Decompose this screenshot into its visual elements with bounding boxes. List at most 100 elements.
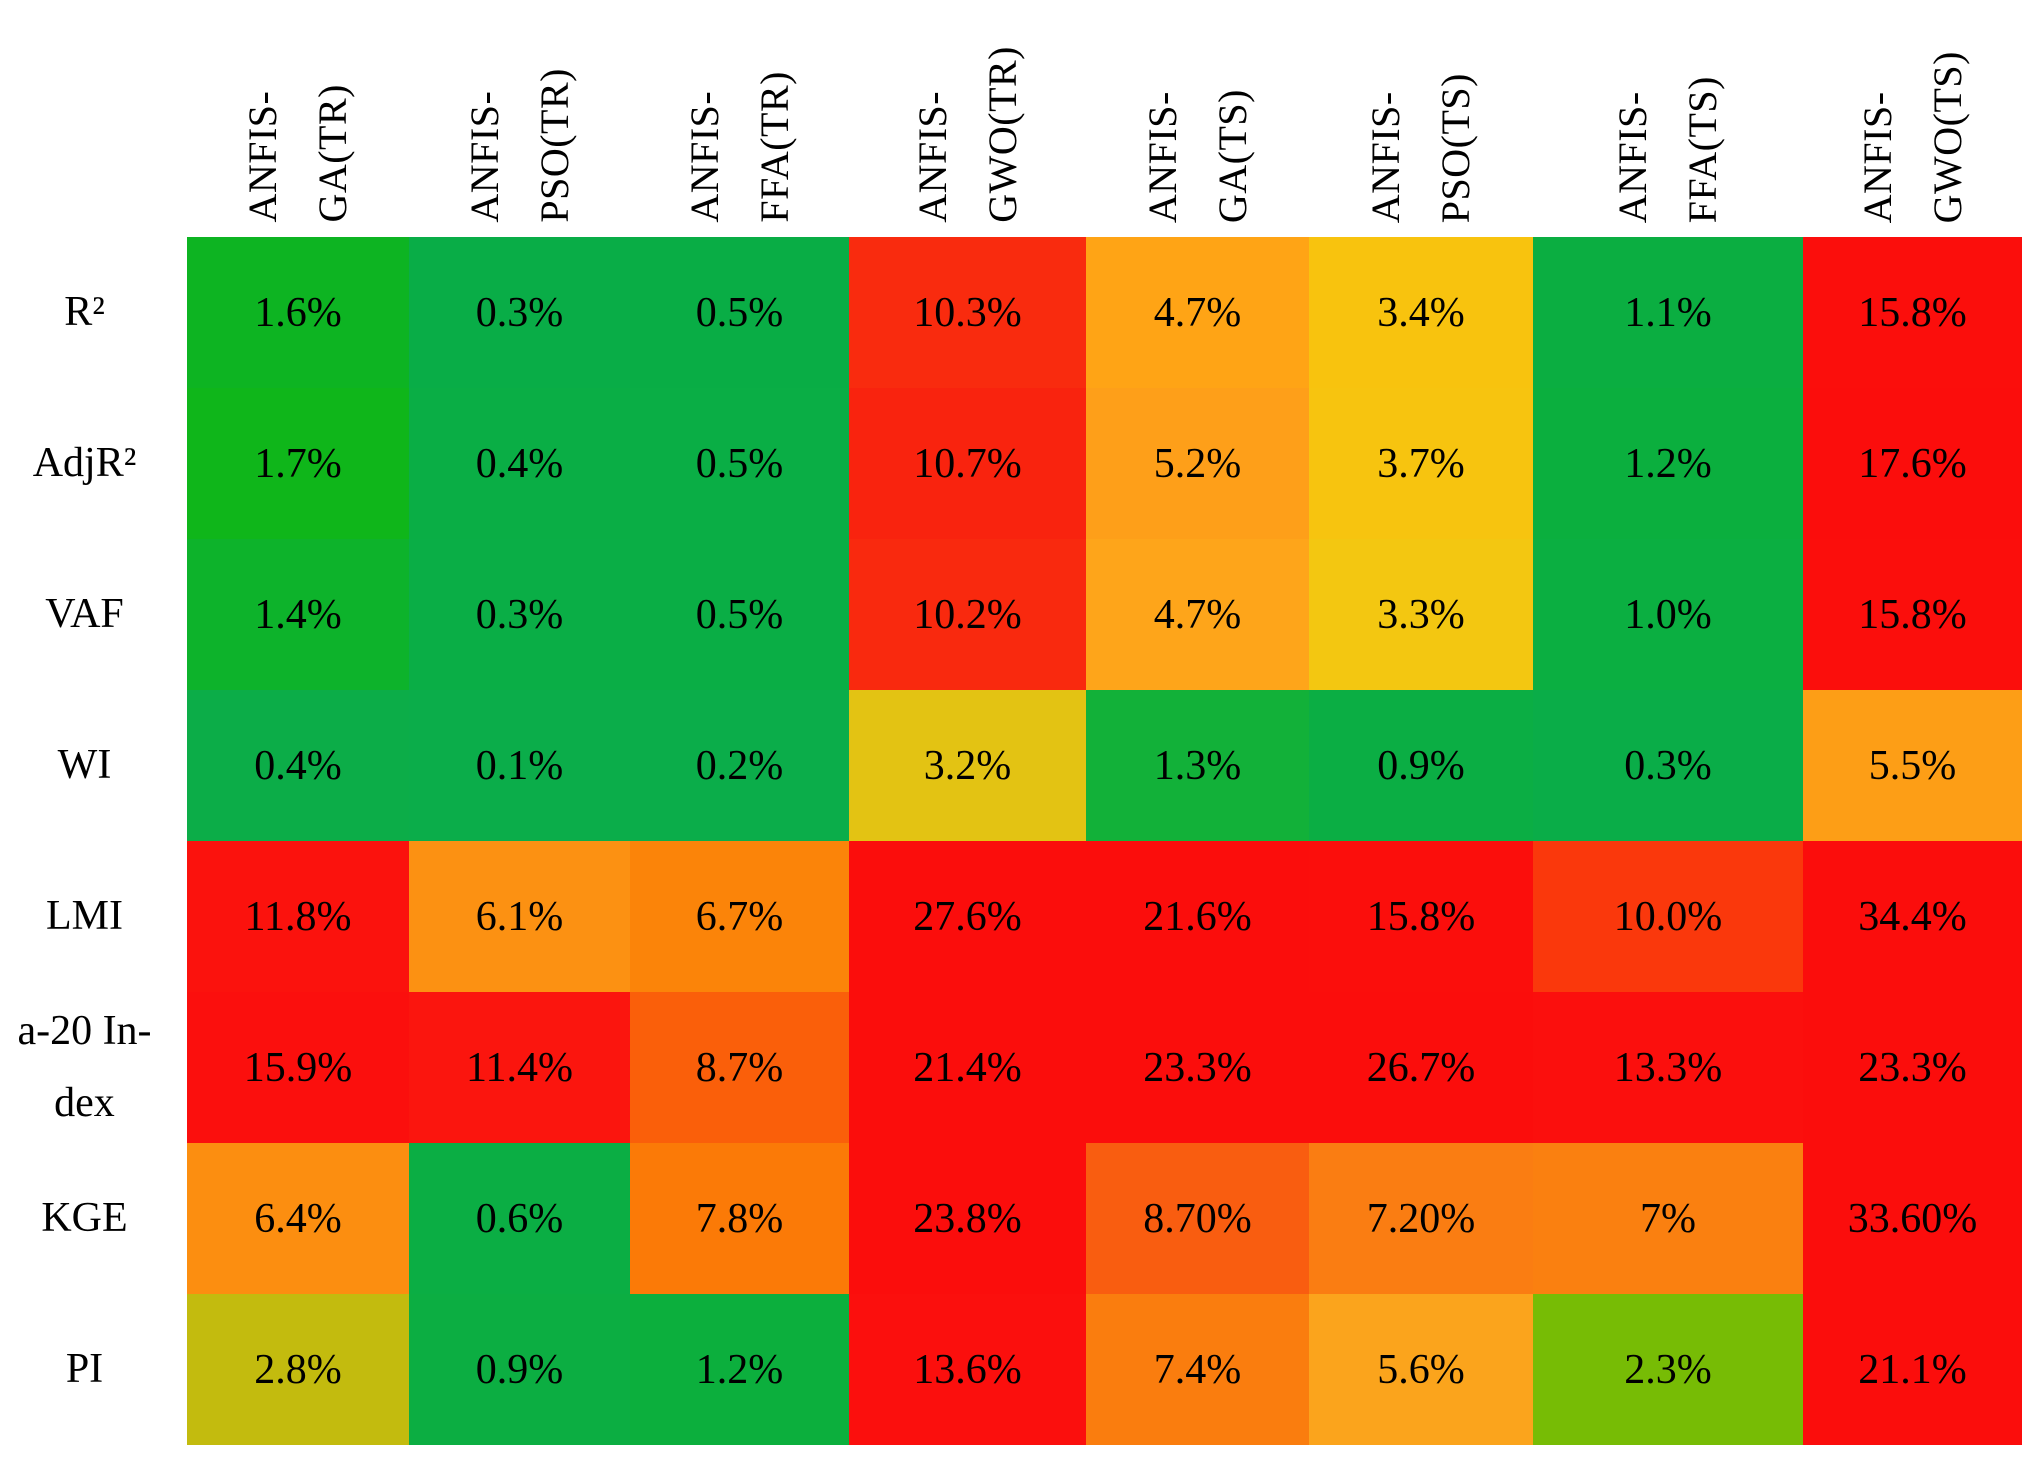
heatmap-cell-r2-anfis-gwo-ts: 15.8% <box>1803 237 2022 388</box>
heatmap-cell-adjr2-anfis-pso-tr: 0.4% <box>409 388 630 539</box>
heatmap-cell-adjr2-anfis-pso-ts: 3.7% <box>1309 388 1533 539</box>
column-header-label: ANFIS- GA(TR) <box>228 84 368 223</box>
heatmap-cell-vaf-anfis-ga-tr: 1.4% <box>187 539 409 690</box>
header-line: FFA(TS) <box>1680 75 1725 223</box>
row-label-pi: PI <box>0 1294 187 1445</box>
column-header-label: ANFIS- GA(TS) <box>1128 89 1268 223</box>
heatmap-cell-a-20-in-dex-anfis-pso-tr: 11.4% <box>409 992 630 1143</box>
heatmap-cell-a-20-in-dex-anfis-ga-ts: 23.3% <box>1086 992 1309 1143</box>
heatmap-cell-lmi-anfis-pso-ts: 15.8% <box>1309 841 1533 992</box>
header-line: GA(TR) <box>310 84 355 223</box>
column-header-label: ANFIS- PSO(TS) <box>1351 73 1491 223</box>
heatmap-cell-adjr2-anfis-ga-tr: 1.7% <box>187 388 409 539</box>
heatmap-cell-a-20-in-dex-anfis-gwo-ts: 23.3% <box>1803 992 2022 1143</box>
row-label-adjr2: AdjR² <box>0 388 187 539</box>
heatmap-cell-r2-anfis-ffa-ts: 1.1% <box>1533 237 1803 388</box>
heatmap-cell-wi-anfis-ffa-tr: 0.2% <box>630 690 849 841</box>
heatmap-cell-lmi-anfis-ffa-ts: 10.0% <box>1533 841 1803 992</box>
header-line: PSO(TS) <box>1433 72 1478 223</box>
corner-spacer <box>0 0 187 237</box>
heatmap-cell-kge-anfis-ga-tr: 6.4% <box>187 1143 409 1294</box>
row-label-lmi: LMI <box>0 841 187 992</box>
row-label-a-20-in-dex: a-20 In- dex <box>0 992 187 1143</box>
heatmap-cell-pi-anfis-ffa-ts: 2.3% <box>1533 1294 1803 1445</box>
row-label-wi: WI <box>0 690 187 841</box>
header-line: ANFIS- <box>461 91 507 223</box>
column-header-anfis-ffa-ts: ANFIS- FFA(TS) <box>1533 0 1803 237</box>
column-header-label: ANFIS- PSO(TR) <box>450 68 590 223</box>
heatmap-cell-wi-anfis-ffa-ts: 0.3% <box>1533 690 1803 841</box>
header-line: ANFIS- <box>1139 91 1185 223</box>
heatmap-cell-adjr2-anfis-ffa-ts: 1.2% <box>1533 388 1803 539</box>
heatmap-cell-lmi-anfis-pso-tr: 6.1% <box>409 841 630 992</box>
heatmap-cell-adjr2-anfis-gwo-ts: 17.6% <box>1803 388 2022 539</box>
heatmap-cell-lmi-anfis-gwo-tr: 27.6% <box>849 841 1086 992</box>
column-header-anfis-ffa-tr: ANFIS- FFA(TR) <box>630 0 849 237</box>
heatmap-cell-pi-anfis-ffa-tr: 1.2% <box>630 1294 849 1445</box>
header-line: ANFIS- <box>1610 91 1655 223</box>
column-header-anfis-ga-tr: ANFIS- GA(TR) <box>187 0 409 237</box>
column-header-anfis-pso-ts: ANFIS- PSO(TS) <box>1309 0 1533 237</box>
header-line: GA(TS) <box>1209 88 1255 223</box>
heatmap-cell-r2-anfis-ga-ts: 4.7% <box>1086 237 1309 388</box>
heatmap-cell-r2-anfis-pso-tr: 0.3% <box>409 237 630 388</box>
heatmap-cell-kge-anfis-pso-ts: 7.20% <box>1309 1143 1533 1294</box>
heatmap-cell-kge-anfis-pso-tr: 0.6% <box>409 1143 630 1294</box>
heatmap-cell-vaf-anfis-ga-ts: 4.7% <box>1086 539 1309 690</box>
row-label-r2: R² <box>0 237 187 388</box>
heatmap-cell-wi-anfis-ga-ts: 1.3% <box>1086 690 1309 841</box>
column-header-label: ANFIS- FFA(TR) <box>670 71 810 223</box>
heatmap-cell-r2-anfis-pso-ts: 3.4% <box>1309 237 1533 388</box>
row-label-kge: KGE <box>0 1143 187 1294</box>
heatmap-cell-kge-anfis-gwo-tr: 23.8% <box>849 1143 1086 1294</box>
header-line: ANFIS- <box>240 91 285 223</box>
heatmap-cell-pi-anfis-ga-tr: 2.8% <box>187 1294 409 1445</box>
header-line: ANFIS- <box>909 91 955 223</box>
header-line: ANFIS- <box>1854 91 1900 223</box>
heatmap-cell-kge-anfis-gwo-ts: 33.60% <box>1803 1143 2022 1294</box>
column-header-label: ANFIS- FFA(TS) <box>1598 76 1738 223</box>
heatmap-cell-vaf-anfis-pso-tr: 0.3% <box>409 539 630 690</box>
column-header-anfis-pso-tr: ANFIS- PSO(TR) <box>409 0 630 237</box>
header-line: GWO(TS) <box>1924 50 1970 223</box>
column-header-label: ANFIS- GWO(TS) <box>1843 51 1983 223</box>
column-header-anfis-ga-ts: ANFIS- GA(TS) <box>1086 0 1309 237</box>
header-line: GWO(TR) <box>979 46 1025 223</box>
heatmap-cell-r2-anfis-gwo-tr: 10.3% <box>849 237 1086 388</box>
heatmap-cell-lmi-anfis-gwo-ts: 34.4% <box>1803 841 2022 992</box>
heatmap-cell-wi-anfis-gwo-ts: 5.5% <box>1803 690 2022 841</box>
heatmap-cell-lmi-anfis-ga-ts: 21.6% <box>1086 841 1309 992</box>
heatmap-cell-lmi-anfis-ga-tr: 11.8% <box>187 841 409 992</box>
heatmap-cell-a-20-in-dex-anfis-ga-tr: 15.9% <box>187 992 409 1143</box>
heatmap-cell-a-20-in-dex-anfis-ffa-ts: 13.3% <box>1533 992 1803 1143</box>
heatmap-cell-r2-anfis-ffa-tr: 0.5% <box>630 237 849 388</box>
heatmap-cell-kge-anfis-ga-ts: 8.70% <box>1086 1143 1309 1294</box>
heatmap-cell-adjr2-anfis-ga-ts: 5.2% <box>1086 388 1309 539</box>
heatmap-cell-adjr2-anfis-ffa-tr: 0.5% <box>630 388 849 539</box>
heatmap-cell-kge-anfis-ffa-tr: 7.8% <box>630 1143 849 1294</box>
heatmap-cell-wi-anfis-gwo-tr: 3.2% <box>849 690 1086 841</box>
heatmap-cell-pi-anfis-pso-tr: 0.9% <box>409 1294 630 1445</box>
heatmap-cell-a-20-in-dex-anfis-gwo-tr: 21.4% <box>849 992 1086 1143</box>
column-header-anfis-gwo-tr: ANFIS- GWO(TR) <box>849 0 1086 237</box>
heatmap-cell-kge-anfis-ffa-ts: 7% <box>1533 1143 1803 1294</box>
column-header-anfis-gwo-ts: ANFIS- GWO(TS) <box>1803 0 2022 237</box>
heatmap-cell-wi-anfis-pso-tr: 0.1% <box>409 690 630 841</box>
header-line: ANFIS- <box>1363 91 1408 223</box>
heatmap-cell-r2-anfis-ga-tr: 1.6% <box>187 237 409 388</box>
column-header-label: ANFIS- GWO(TR) <box>898 46 1038 223</box>
heatmap-cell-a-20-in-dex-anfis-ffa-tr: 8.7% <box>630 992 849 1143</box>
heatmap-cell-vaf-anfis-pso-ts: 3.3% <box>1309 539 1533 690</box>
row-label-vaf: VAF <box>0 539 187 690</box>
header-line: PSO(TR) <box>531 68 577 223</box>
heatmap-cell-a-20-in-dex-anfis-pso-ts: 26.7% <box>1309 992 1533 1143</box>
header-line: FFA(TR) <box>751 71 797 223</box>
heatmap-cell-pi-anfis-pso-ts: 5.6% <box>1309 1294 1533 1445</box>
heatmap-cell-vaf-anfis-gwo-tr: 10.2% <box>849 539 1086 690</box>
heatmap-cell-vaf-anfis-gwo-ts: 15.8% <box>1803 539 2022 690</box>
heatmap-cell-adjr2-anfis-gwo-tr: 10.7% <box>849 388 1086 539</box>
heatmap-cell-lmi-anfis-ffa-tr: 6.7% <box>630 841 849 992</box>
heatmap-cell-vaf-anfis-ffa-ts: 1.0% <box>1533 539 1803 690</box>
